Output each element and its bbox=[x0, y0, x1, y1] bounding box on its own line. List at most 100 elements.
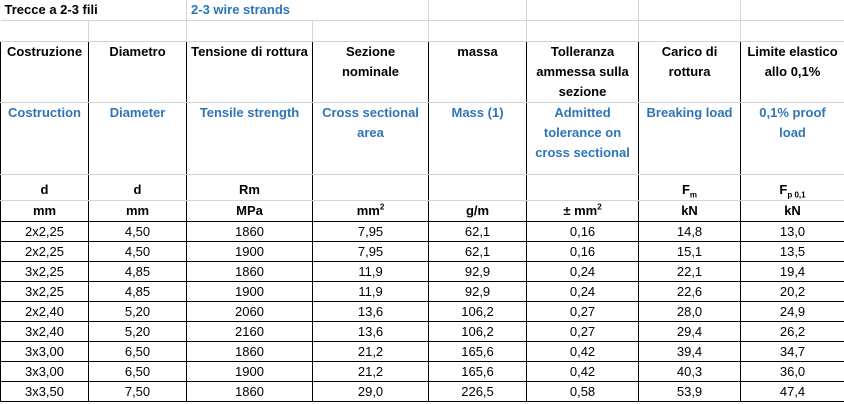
table-cell[interactable]: 106,2 bbox=[428, 321, 528, 342]
header-unit[interactable]: mm2 bbox=[312, 200, 430, 222]
table-cell[interactable]: 29,4 bbox=[638, 321, 742, 342]
table-cell[interactable]: 4,50 bbox=[87, 241, 188, 262]
table-cell[interactable]: 165,6 bbox=[428, 361, 528, 382]
header-unit[interactable]: kN bbox=[638, 200, 742, 222]
table-cell[interactable]: 2160 bbox=[186, 321, 314, 342]
table-cell[interactable]: 1860 bbox=[186, 261, 314, 282]
table-cell[interactable]: 11,9 bbox=[312, 281, 430, 302]
table-cell[interactable]: 2x2,25 bbox=[0, 221, 89, 242]
table-cell[interactable]: 1900 bbox=[186, 241, 314, 262]
header-symbol[interactable]: d bbox=[87, 174, 188, 201]
header-unit[interactable]: ± mm2 bbox=[526, 200, 640, 222]
header-english[interactable]: Tensile strength bbox=[186, 102, 314, 175]
header-english[interactable]: Costruction bbox=[0, 102, 89, 175]
table-cell[interactable]: 3x3,00 bbox=[0, 341, 89, 362]
table-cell[interactable]: 0,16 bbox=[526, 241, 640, 262]
header-symbol[interactable]: Rm bbox=[186, 174, 314, 201]
table-cell[interactable]: 22,6 bbox=[638, 281, 742, 302]
cell[interactable] bbox=[740, 20, 844, 42]
header-unit[interactable]: g/m bbox=[428, 200, 528, 222]
table-cell[interactable]: 4,85 bbox=[87, 261, 188, 282]
header-english[interactable]: Cross sectional area bbox=[312, 102, 430, 175]
table-cell[interactable]: 0,42 bbox=[526, 361, 640, 382]
table-cell[interactable]: 62,1 bbox=[428, 241, 528, 262]
table-cell[interactable]: 39,4 bbox=[638, 341, 742, 362]
table-cell[interactable]: 5,20 bbox=[87, 301, 188, 322]
table-cell[interactable]: 20,2 bbox=[740, 281, 844, 302]
table-cell[interactable]: 1900 bbox=[186, 361, 314, 382]
table-cell[interactable]: 226,5 bbox=[428, 381, 528, 402]
header-symbol[interactable]: Fp 0,1 bbox=[740, 174, 844, 201]
table-cell[interactable]: 7,50 bbox=[87, 381, 188, 402]
table-cell[interactable]: 0,24 bbox=[526, 281, 640, 302]
table-cell[interactable]: 62,1 bbox=[428, 221, 528, 242]
table-cell[interactable]: 6,50 bbox=[87, 361, 188, 382]
table-cell[interactable]: 21,2 bbox=[312, 341, 430, 362]
cell[interactable] bbox=[88, 20, 188, 42]
table-cell[interactable]: 2x2,25 bbox=[0, 241, 89, 262]
table-cell[interactable]: 3x3,00 bbox=[0, 361, 89, 382]
table-cell[interactable]: 14,8 bbox=[638, 221, 742, 242]
table-cell[interactable]: 34,7 bbox=[740, 341, 844, 362]
table-cell[interactable]: 2x2,40 bbox=[0, 301, 89, 322]
header-unit[interactable]: kN bbox=[740, 200, 844, 222]
table-cell[interactable]: 19,4 bbox=[740, 261, 844, 282]
header-italian[interactable]: Costruzione bbox=[0, 41, 89, 103]
cell[interactable] bbox=[428, 0, 528, 21]
header-italian[interactable]: Tensione di rottura bbox=[186, 41, 314, 103]
header-english[interactable]: 0,1% proof load bbox=[740, 102, 844, 175]
table-cell[interactable]: 36,0 bbox=[740, 361, 844, 382]
header-italian[interactable]: Carico di rottura bbox=[638, 41, 742, 103]
table-cell[interactable]: 7,95 bbox=[312, 221, 430, 242]
title-english[interactable]: 2-3 wire strands bbox=[186, 0, 430, 21]
table-cell[interactable]: 3x3,50 bbox=[0, 381, 89, 402]
header-italian[interactable]: Tolleranza ammessa sulla sezione bbox=[526, 41, 640, 103]
header-symbol[interactable] bbox=[428, 174, 528, 201]
header-symbol[interactable] bbox=[312, 174, 430, 201]
cell[interactable] bbox=[526, 0, 640, 21]
cell[interactable] bbox=[740, 0, 844, 21]
cell[interactable] bbox=[638, 20, 742, 42]
table-cell[interactable]: 21,2 bbox=[312, 361, 430, 382]
cell[interactable] bbox=[186, 20, 314, 42]
table-cell[interactable]: 3x2,25 bbox=[0, 281, 89, 302]
title-italian[interactable]: Trecce a 2-3 fili bbox=[0, 0, 188, 21]
header-italian[interactable]: Diametro bbox=[87, 41, 188, 103]
table-cell[interactable]: 165,6 bbox=[428, 341, 528, 362]
cell[interactable] bbox=[312, 20, 430, 42]
header-english[interactable]: Diameter bbox=[87, 102, 188, 175]
header-symbol[interactable] bbox=[526, 174, 640, 201]
table-cell[interactable]: 6,50 bbox=[87, 341, 188, 362]
table-cell[interactable]: 0,24 bbox=[526, 261, 640, 282]
table-cell[interactable]: 92,9 bbox=[428, 281, 528, 302]
table-cell[interactable]: 11,9 bbox=[312, 261, 430, 282]
table-cell[interactable]: 1900 bbox=[186, 281, 314, 302]
table-cell[interactable]: 3x2,25 bbox=[0, 261, 89, 282]
table-cell[interactable]: 22,1 bbox=[638, 261, 742, 282]
table-cell[interactable]: 1860 bbox=[186, 221, 314, 242]
table-cell[interactable]: 1860 bbox=[186, 381, 314, 402]
table-cell[interactable]: 5,20 bbox=[87, 321, 188, 342]
table-cell[interactable]: 24,9 bbox=[740, 301, 844, 322]
table-cell[interactable]: 0,27 bbox=[526, 321, 640, 342]
table-cell[interactable]: 0,42 bbox=[526, 341, 640, 362]
table-cell[interactable]: 13,0 bbox=[740, 221, 844, 242]
header-italian[interactable]: Limite elastico allo 0,1% bbox=[740, 41, 844, 103]
table-cell[interactable]: 92,9 bbox=[428, 261, 528, 282]
table-cell[interactable]: 3x2,40 bbox=[0, 321, 89, 342]
header-unit[interactable]: mm bbox=[0, 200, 89, 222]
table-cell[interactable]: 29,0 bbox=[312, 381, 430, 402]
cell[interactable] bbox=[638, 0, 742, 21]
header-italian[interactable]: Sezione nominale bbox=[312, 41, 430, 103]
table-cell[interactable]: 13,6 bbox=[312, 321, 430, 342]
header-english[interactable]: Admitted tolerance on cross sectional bbox=[526, 102, 640, 175]
table-cell[interactable]: 4,85 bbox=[87, 281, 188, 302]
table-cell[interactable]: 106,2 bbox=[428, 301, 528, 322]
table-cell[interactable]: 4,50 bbox=[87, 221, 188, 242]
table-cell[interactable]: 26,2 bbox=[740, 321, 844, 342]
table-cell[interactable]: 53,9 bbox=[638, 381, 742, 402]
cell[interactable] bbox=[0, 20, 89, 42]
header-english[interactable]: Breaking load bbox=[638, 102, 742, 175]
table-cell[interactable]: 47,4 bbox=[740, 381, 844, 402]
table-cell[interactable]: 0,16 bbox=[526, 221, 640, 242]
